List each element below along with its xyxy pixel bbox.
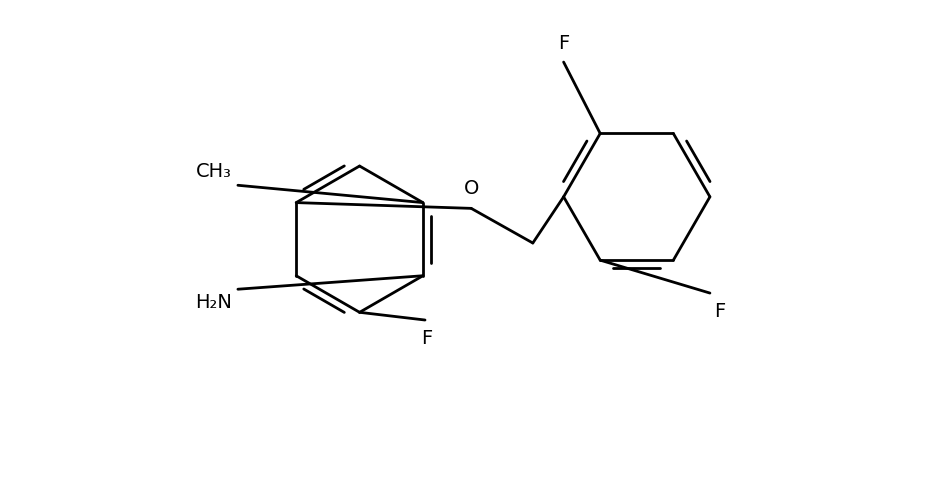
Text: F: F	[421, 329, 432, 348]
Text: O: O	[464, 179, 479, 198]
Text: CH₃: CH₃	[196, 162, 231, 181]
Text: F: F	[558, 34, 569, 53]
Text: H₂N: H₂N	[195, 293, 231, 312]
Text: F: F	[714, 302, 725, 321]
